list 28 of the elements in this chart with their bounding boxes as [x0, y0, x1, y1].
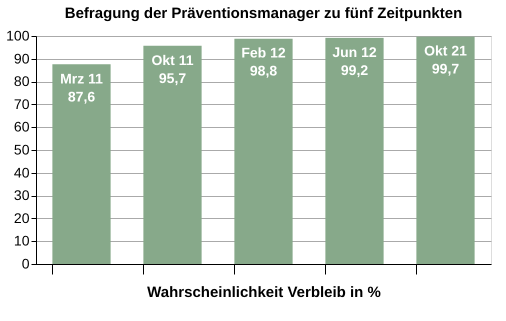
bar — [416, 36, 475, 264]
x-tick-label: Mrz 11 — [60, 70, 104, 86]
y-tick-label: 40 — [14, 164, 30, 180]
y-tick-label: 20 — [14, 210, 30, 226]
y-tick-label: 70 — [14, 96, 30, 112]
data-label: 99,2 — [340, 62, 368, 78]
data-label: 87,6 — [68, 88, 96, 104]
bar — [52, 64, 111, 264]
x-tick-label: Okt 11 — [151, 52, 194, 68]
bar — [325, 38, 384, 264]
y-tick-label: 50 — [14, 142, 30, 158]
x-tick-label: Jun 12 — [332, 44, 377, 60]
bar — [143, 46, 202, 264]
y-tick-label: 0 — [22, 256, 30, 272]
y-tick-label: 30 — [14, 187, 30, 204]
x-axis-title: Wahrscheinlichkeit Verbleib in % — [147, 284, 381, 301]
data-label: 99,7 — [432, 60, 460, 77]
data-label: 95,7 — [158, 70, 186, 86]
x-tick-label: Feb 12 — [241, 44, 286, 61]
y-tick-label: 10 — [14, 232, 30, 249]
bar — [234, 38, 293, 264]
y-tick-label: 80 — [14, 73, 30, 90]
y-tick-label: 60 — [14, 118, 30, 135]
data-label: 98,8 — [250, 62, 278, 79]
y-tick-label: 100 — [6, 28, 30, 44]
y-tick-label: 90 — [14, 50, 30, 66]
x-tick-label: Okt 21 — [424, 42, 468, 59]
chart-title: Befragung der Präventionsmanager zu fünf Zeitpunkten — [64, 5, 462, 22]
